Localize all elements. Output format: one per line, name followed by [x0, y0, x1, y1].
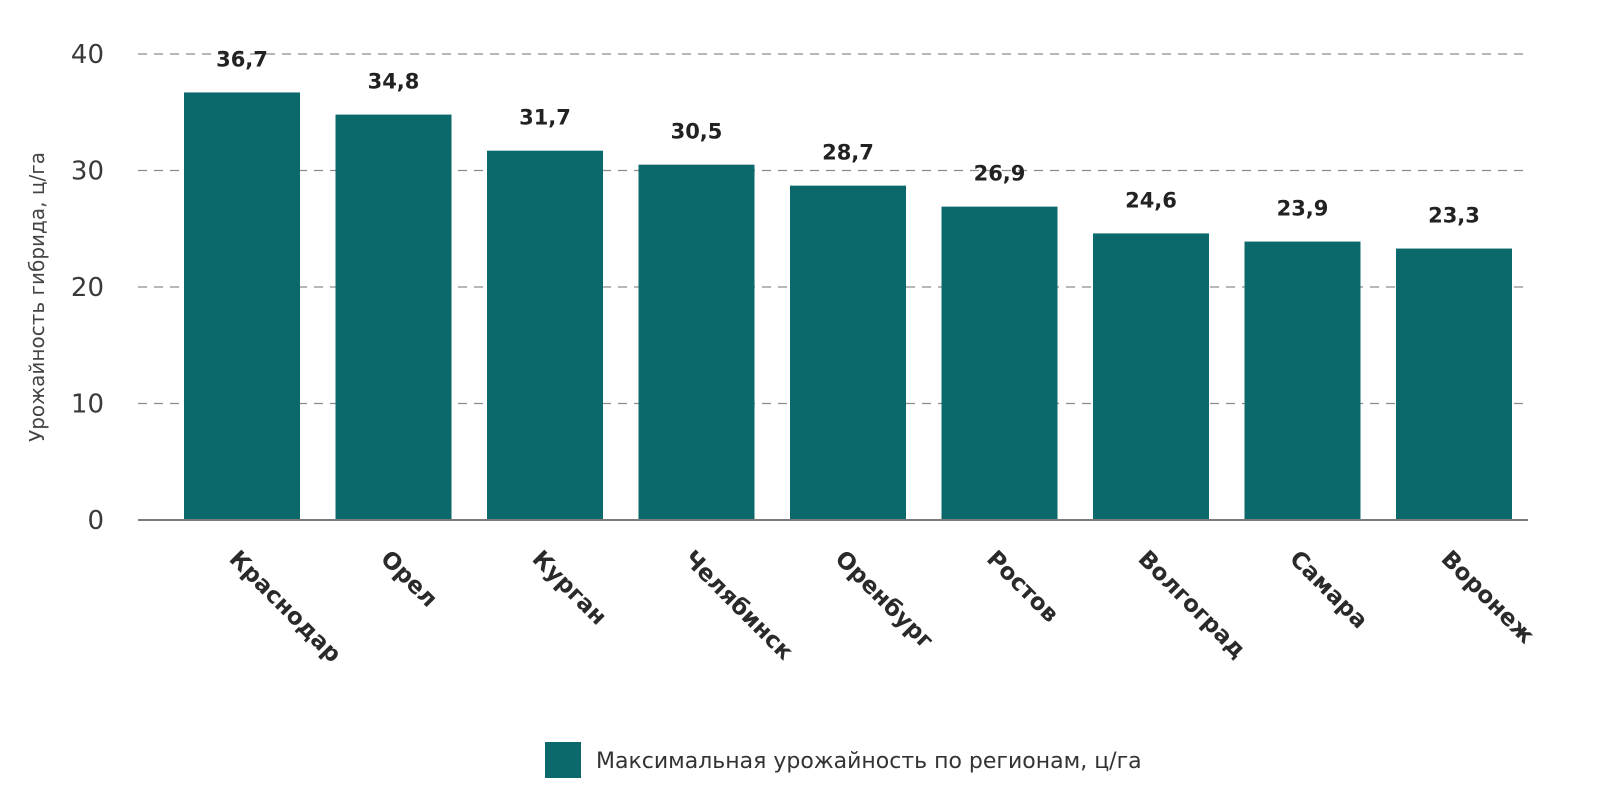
- bar-4: [638, 164, 755, 521]
- category-label-3: Курган: [527, 546, 612, 631]
- y-tick-label-30: 30: [71, 157, 104, 187]
- bar-8: [1244, 241, 1361, 520]
- category-label-2: Орел: [375, 546, 442, 613]
- value-label-9: 23,3: [1428, 204, 1480, 228]
- bar-5: [790, 185, 906, 520]
- category-label-4: Челябинск: [678, 546, 798, 666]
- category-label-7: Волгоград: [1133, 546, 1251, 664]
- bar-1: [184, 92, 300, 520]
- category-labels-layer: Краснодар Орел Курган Челябинск Оренбург Рост…: [224, 546, 1539, 668]
- bar-7: [1093, 233, 1209, 520]
- y-tick-label-40: 40: [71, 40, 104, 70]
- value-label-7: 24,6: [1125, 188, 1177, 212]
- bars-layer: [184, 92, 1512, 521]
- legend: Максимальная урожайность по регионам, ц/…: [545, 742, 1142, 778]
- category-label-1: Краснодар: [224, 546, 346, 668]
- legend-swatch: [545, 742, 581, 778]
- y-tick-label-10: 10: [71, 390, 104, 420]
- bar-9: [1396, 248, 1512, 520]
- value-label-4: 30,5: [671, 120, 723, 144]
- value-label-1: 36,7: [216, 47, 268, 71]
- category-label-5: Оренбург: [830, 546, 938, 654]
- y-axis-ticks: 0 10 20 30 40: [71, 40, 104, 536]
- category-label-6: Ростов: [981, 546, 1063, 628]
- value-label-3: 31,7: [519, 106, 571, 130]
- legend-label: Максимальная урожайность по регионам, ц/…: [596, 749, 1142, 774]
- value-label-6: 26,9: [974, 162, 1026, 186]
- bar-3: [487, 150, 603, 520]
- y-tick-label-20: 20: [71, 273, 104, 303]
- category-label-9: Воронеж: [1436, 546, 1539, 649]
- bar-2: [335, 114, 452, 520]
- value-label-5: 28,7: [822, 141, 874, 165]
- category-label-8: Самара: [1284, 546, 1372, 634]
- y-axis-title: Урожайность гибрида, ц/га: [25, 152, 49, 442]
- y-tick-label-0: 0: [87, 506, 104, 536]
- value-label-2: 34,8: [368, 70, 420, 94]
- value-labels-layer: 36,7 34,8 31,7 30,5 28,7 26,9 24,6 23,9 23,3: [216, 47, 1480, 227]
- value-label-8: 23,9: [1277, 197, 1329, 221]
- bar-6: [941, 206, 1058, 521]
